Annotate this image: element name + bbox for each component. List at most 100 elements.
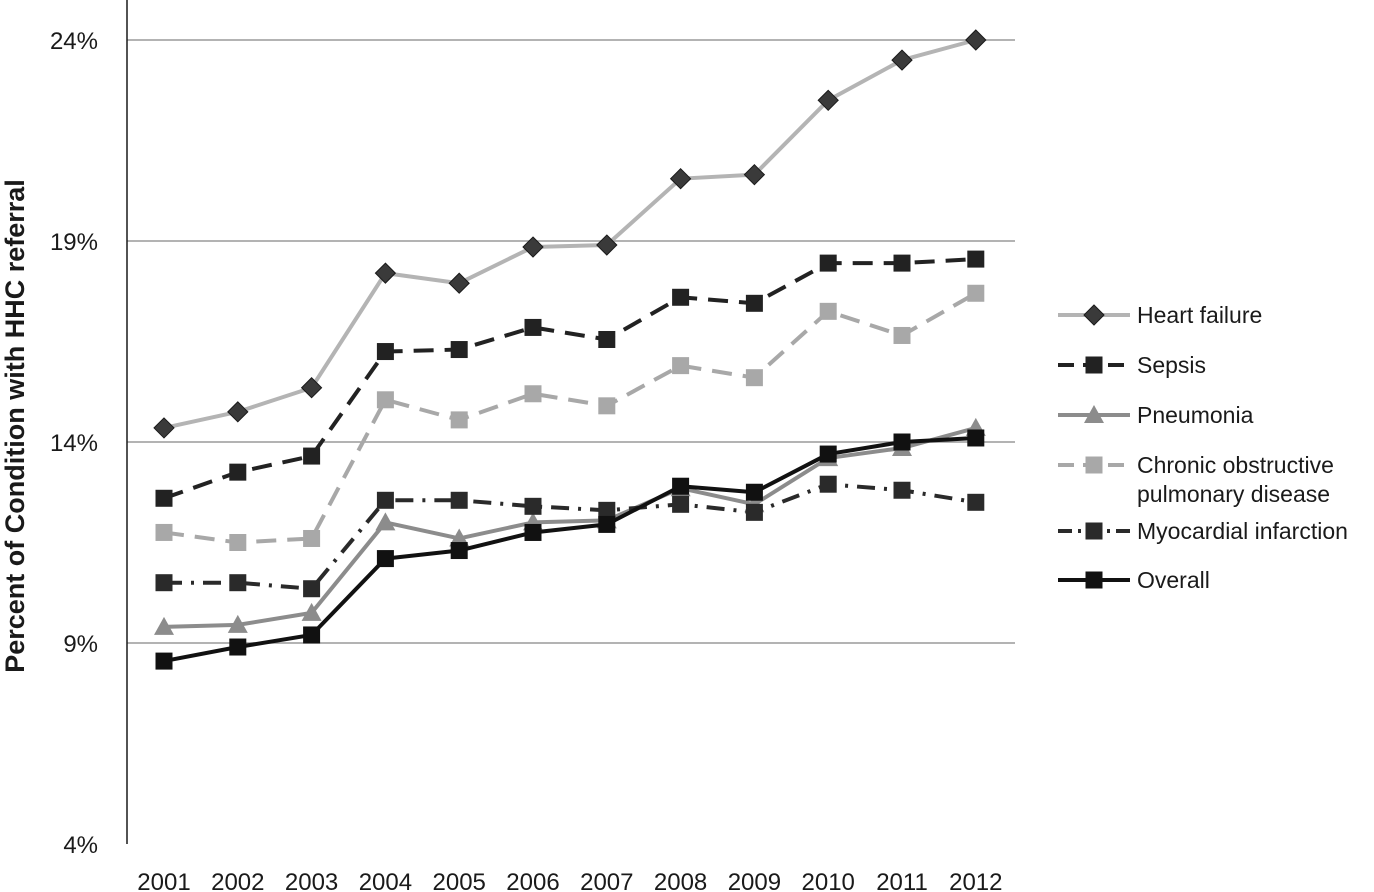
series-line bbox=[163, 435, 976, 664]
data-point bbox=[303, 447, 321, 465]
data-point bbox=[227, 614, 248, 633]
data-point bbox=[450, 491, 468, 509]
y-tick-labels: 4% 9% 14% 19% 24% bbox=[50, 28, 98, 859]
data-point bbox=[893, 326, 911, 344]
data-point bbox=[303, 626, 321, 644]
x-tick-label: 2009 bbox=[728, 869, 781, 892]
legend: Heart failure Sepsis Pneumonia Chronic obst… bbox=[1058, 302, 1348, 593]
data-point bbox=[672, 288, 690, 306]
legend-label: Pneumonia bbox=[1137, 402, 1254, 428]
data-point bbox=[524, 523, 542, 541]
legend-marker bbox=[1085, 522, 1103, 540]
series-line bbox=[163, 257, 976, 501]
series-heart-failure bbox=[153, 29, 987, 439]
y-axis-title: Percent of Condition with HHC referral bbox=[0, 179, 30, 673]
x-tick-labels: 2001 2002 2003 2004 2005 2006 2007 2008 2009 2010… bbox=[137, 869, 1002, 892]
data-point bbox=[819, 475, 837, 493]
legend-item: Sepsis bbox=[1058, 352, 1206, 378]
data-point bbox=[967, 284, 985, 302]
series-sepsis bbox=[155, 250, 985, 507]
legend-marker bbox=[1083, 304, 1105, 326]
y-tick-label: 24% bbox=[50, 28, 98, 55]
data-point bbox=[303, 580, 321, 598]
data-point bbox=[598, 501, 616, 519]
data-point bbox=[967, 250, 985, 268]
data-point bbox=[891, 49, 913, 71]
data-point bbox=[155, 652, 173, 670]
data-point bbox=[745, 369, 763, 387]
data-point bbox=[598, 397, 616, 415]
data-point bbox=[450, 411, 468, 429]
x-tick-label: 2001 bbox=[137, 869, 190, 892]
series-myocardial-infarction bbox=[155, 475, 985, 598]
y-tick-label: 4% bbox=[63, 832, 98, 859]
x-tick-label: 2011 bbox=[876, 869, 928, 892]
x-tick-label: 2012 bbox=[949, 869, 1002, 892]
legend-item: Myocardial infarction bbox=[1058, 518, 1348, 544]
data-point bbox=[893, 254, 911, 272]
legend-marker bbox=[1085, 456, 1103, 474]
data-point bbox=[893, 433, 911, 451]
data-point bbox=[229, 534, 247, 551]
data-point bbox=[522, 236, 544, 258]
data-point bbox=[967, 429, 985, 447]
legend-marker bbox=[1084, 405, 1104, 423]
data-point bbox=[155, 574, 173, 592]
data-point bbox=[450, 542, 468, 560]
data-point bbox=[893, 481, 911, 499]
legend-label: Heart failure bbox=[1137, 302, 1262, 328]
data-point bbox=[524, 318, 542, 336]
x-tick-label: 2008 bbox=[654, 869, 707, 892]
data-point bbox=[229, 463, 247, 481]
legend-label: Overall bbox=[1137, 567, 1210, 593]
data-point bbox=[155, 489, 173, 507]
data-point bbox=[672, 477, 690, 495]
data-point bbox=[819, 445, 837, 463]
data-point bbox=[524, 385, 542, 403]
legend-item: Pneumonia bbox=[1058, 402, 1254, 428]
data-point bbox=[448, 272, 470, 294]
data-point bbox=[376, 550, 394, 568]
x-tick-label: 2004 bbox=[359, 869, 412, 892]
series-line bbox=[163, 426, 977, 629]
y-tick-label: 14% bbox=[50, 430, 98, 457]
series-line bbox=[164, 482, 977, 591]
legend-item: Chronic obstructive pulmonary disease bbox=[1058, 452, 1334, 507]
data-point bbox=[301, 602, 322, 621]
data-point bbox=[524, 497, 542, 515]
y-tick-label: 9% bbox=[63, 631, 98, 658]
legend-marker bbox=[1085, 356, 1103, 374]
data-point bbox=[967, 493, 985, 511]
data-point bbox=[227, 401, 249, 423]
data-point bbox=[745, 483, 763, 501]
data-point bbox=[154, 616, 174, 635]
data-point bbox=[598, 515, 616, 533]
x-tick-label: 2006 bbox=[506, 869, 559, 892]
data-point bbox=[672, 357, 690, 375]
data-point bbox=[300, 377, 323, 399]
x-tick-label: 2003 bbox=[285, 869, 338, 892]
x-tick-label: 2007 bbox=[580, 869, 633, 892]
data-point bbox=[374, 262, 397, 284]
series-overall bbox=[155, 429, 985, 670]
data-point bbox=[669, 167, 692, 190]
data-point bbox=[153, 417, 175, 439]
series-chronic-obstructive-pulmonary-disease bbox=[155, 284, 985, 551]
data-point bbox=[376, 491, 394, 509]
x-tick-label: 2002 bbox=[211, 869, 264, 892]
y-tick-label: 19% bbox=[50, 229, 98, 256]
data-point bbox=[745, 294, 763, 312]
data-point bbox=[965, 29, 987, 51]
data-point bbox=[819, 254, 837, 272]
gridlines bbox=[127, 39, 1015, 644]
data-point bbox=[450, 341, 468, 359]
data-point bbox=[303, 529, 321, 547]
series-line bbox=[163, 38, 977, 430]
series-group bbox=[153, 29, 987, 670]
legend-label: Chronic obstructive pulmonary disease bbox=[1137, 452, 1334, 507]
legend-marker bbox=[1085, 571, 1103, 589]
x-tick-label: 2005 bbox=[433, 869, 486, 892]
series-line bbox=[163, 291, 977, 545]
data-point bbox=[819, 302, 837, 320]
